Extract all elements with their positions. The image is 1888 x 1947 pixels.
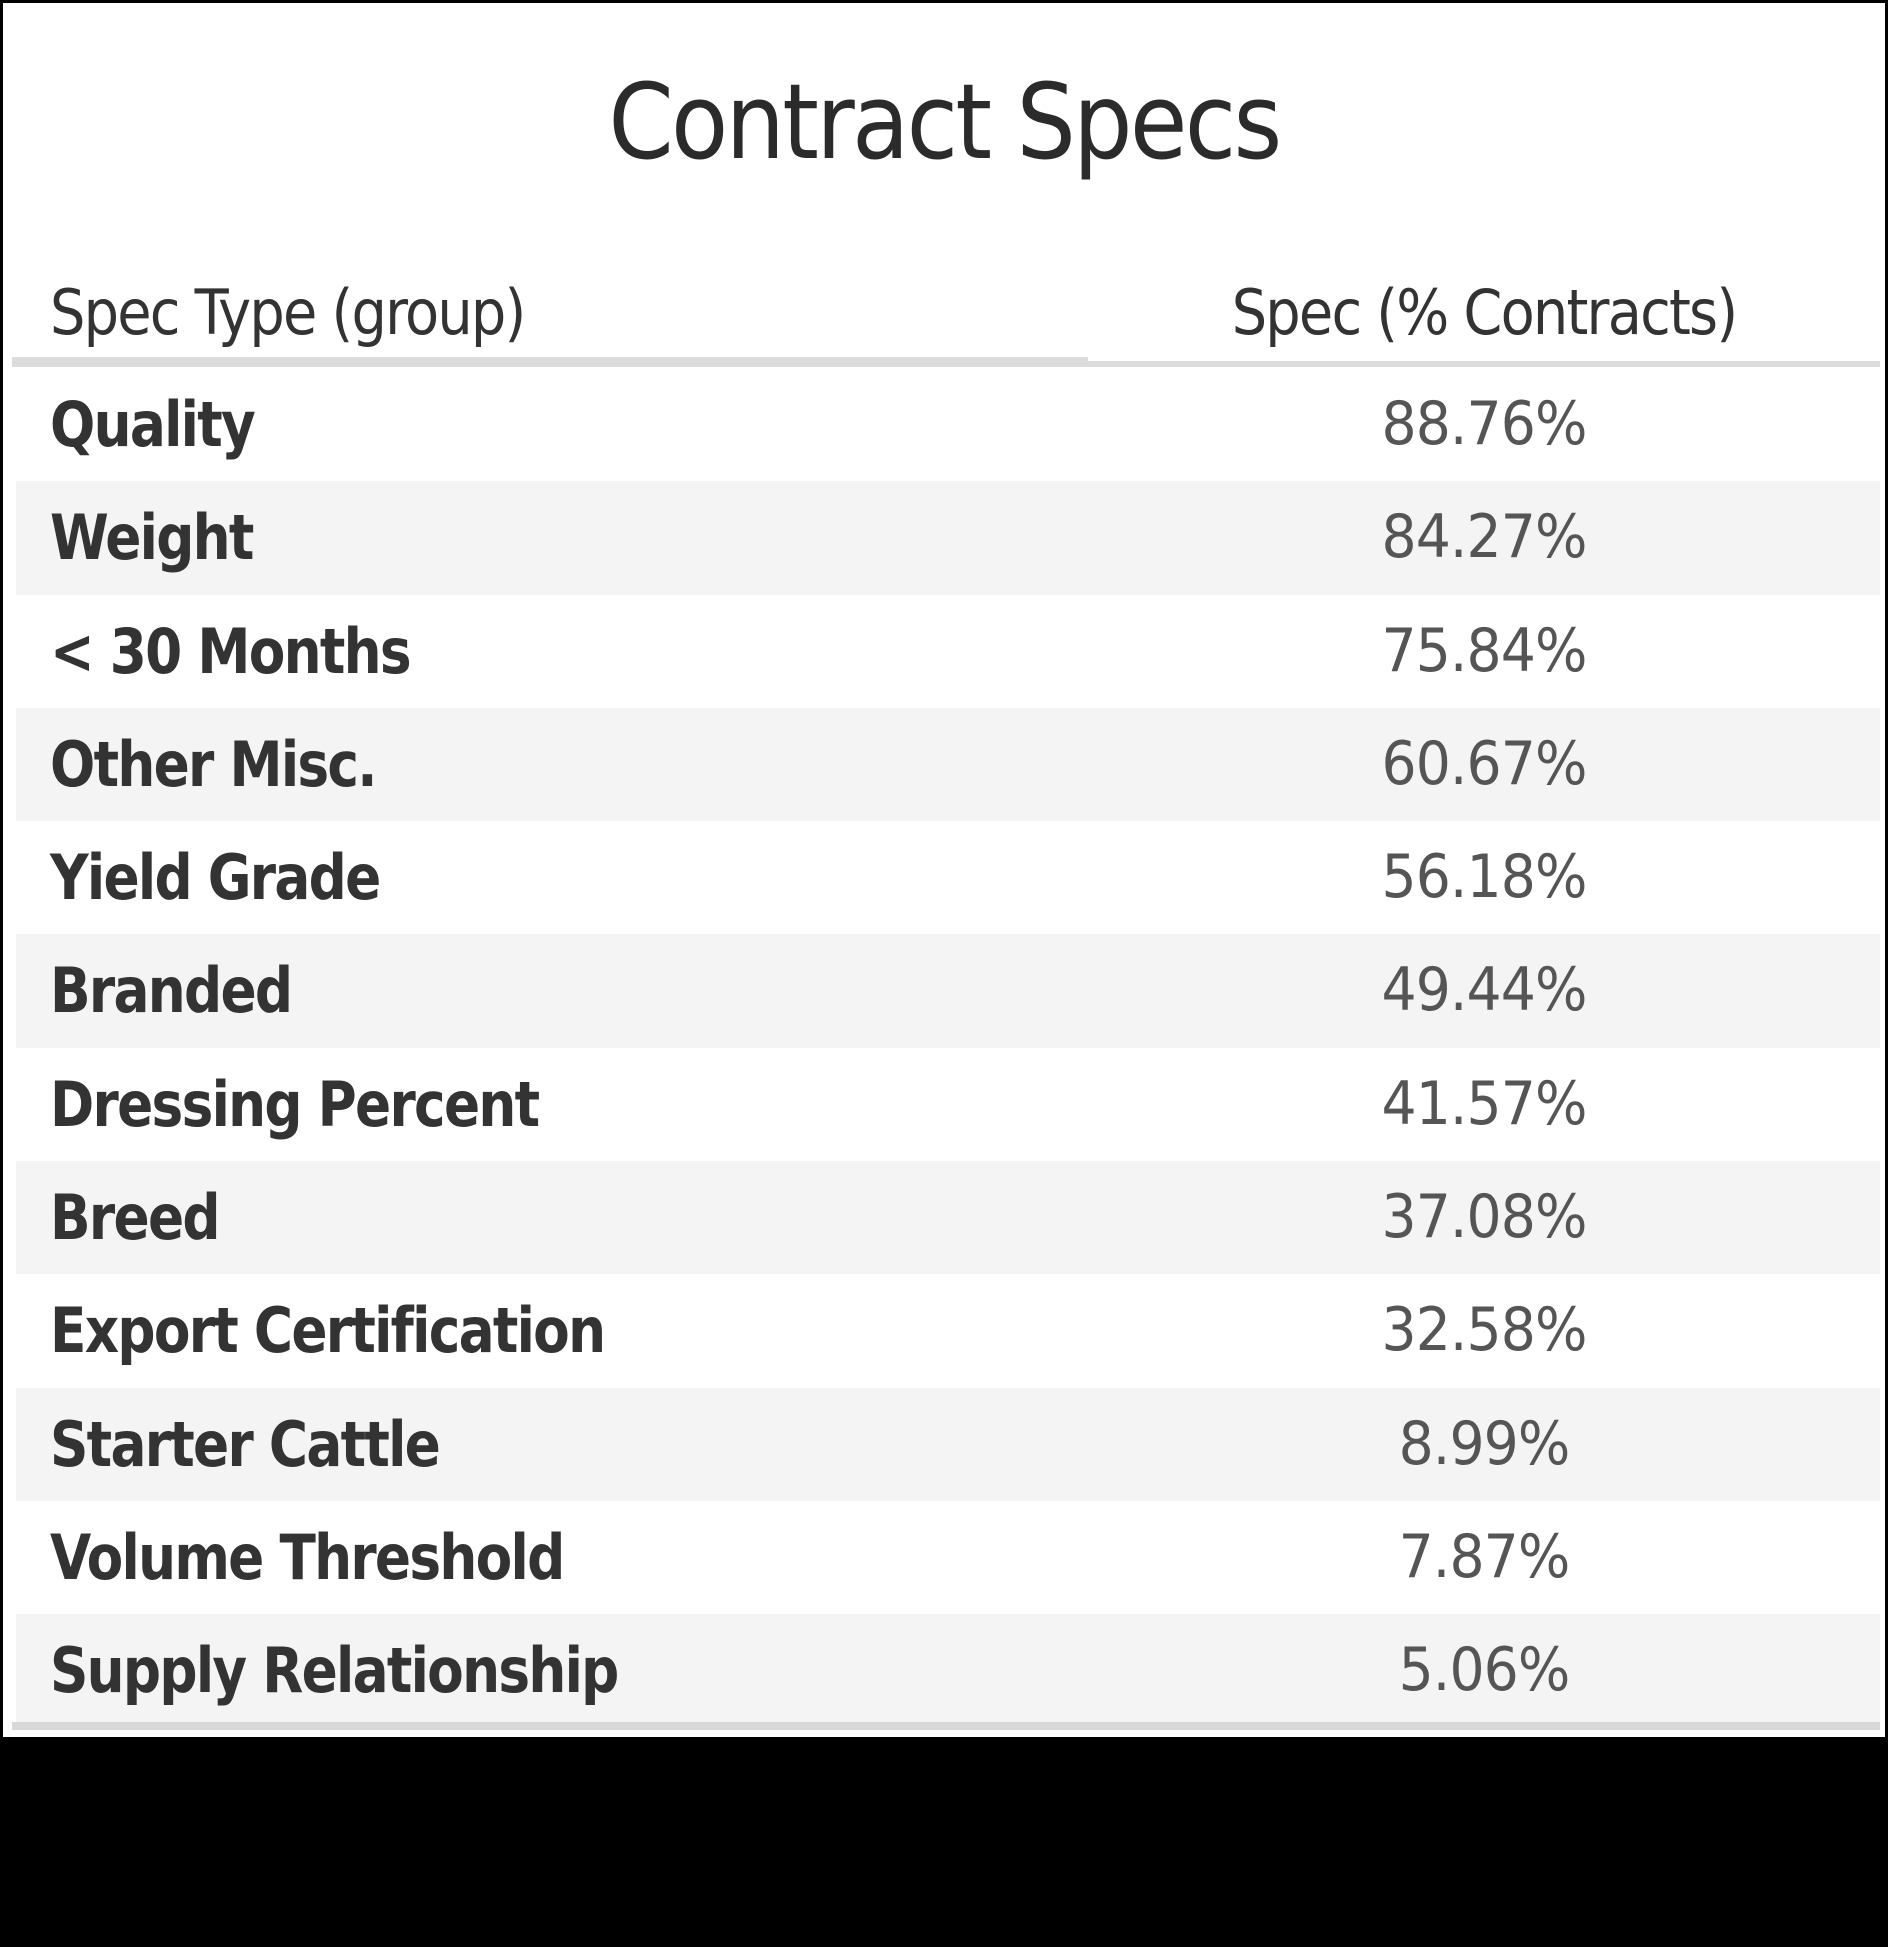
row-value: 37.08%: [1381, 1182, 1588, 1253]
table-row: Branded 49.44%: [16, 934, 1880, 1048]
table-row: Breed 37.08%: [16, 1161, 1880, 1275]
row-value: 56.18%: [1381, 842, 1588, 913]
row-value: 41.57%: [1381, 1068, 1588, 1139]
row-label: Weight: [50, 501, 254, 575]
page-title: Contract Specs: [608, 61, 1282, 183]
row-value: 84.27%: [1381, 502, 1588, 573]
table-row: Quality 88.76%: [16, 368, 1880, 481]
row-value: 88.76%: [1381, 389, 1588, 459]
row-label: Quality: [50, 388, 256, 461]
table-row: Volume Threshold 7.87%: [16, 1501, 1880, 1614]
table-row: Yield Grade 56.18%: [16, 821, 1880, 934]
table-body: Quality 88.76% Weight 84.27% < 30 Months…: [16, 368, 1880, 1728]
row-label: Supply Relationship: [50, 1634, 619, 1708]
table-row: Starter Cattle 8.99%: [16, 1387, 1880, 1501]
column-header-spec-percent[interactable]: Spec (% Contracts): [1231, 276, 1738, 349]
table-row: Other Misc. 60.67%: [16, 707, 1880, 822]
row-label: Other Misc.: [50, 727, 378, 801]
table-row: Weight 84.27%: [16, 481, 1880, 595]
column-header-spec-type[interactable]: Spec Type (group): [50, 276, 526, 349]
row-label: Yield Grade: [50, 841, 381, 915]
row-label: Dressing Percent: [50, 1067, 540, 1141]
table-row: Export Certification 32.58%: [16, 1274, 1880, 1387]
row-value: 49.44%: [1381, 955, 1588, 1026]
row-label: Volume Threshold: [50, 1520, 565, 1594]
header-divider-right: [1088, 361, 1880, 367]
row-label: < 30 Months: [50, 614, 412, 688]
row-value: 8.99%: [1398, 1408, 1571, 1479]
row-value: 60.67%: [1381, 728, 1588, 799]
row-label: Branded: [50, 954, 293, 1028]
row-value: 75.84%: [1381, 615, 1588, 686]
table-row: Supply Relationship 5.06%: [16, 1614, 1880, 1728]
row-label: Starter Cattle: [50, 1407, 441, 1481]
row-value: 5.06%: [1398, 1635, 1571, 1706]
row-label: Export Certification: [50, 1294, 606, 1368]
table-row: < 30 Months 75.84%: [16, 595, 1880, 708]
table-row: Dressing Percent 41.57%: [16, 1048, 1880, 1161]
table-bottom-border: [12, 1722, 1880, 1730]
header-divider-left: [12, 357, 1088, 367]
row-value: 7.87%: [1398, 1521, 1571, 1592]
row-value: 32.58%: [1381, 1295, 1588, 1366]
row-label: Breed: [50, 1181, 221, 1255]
